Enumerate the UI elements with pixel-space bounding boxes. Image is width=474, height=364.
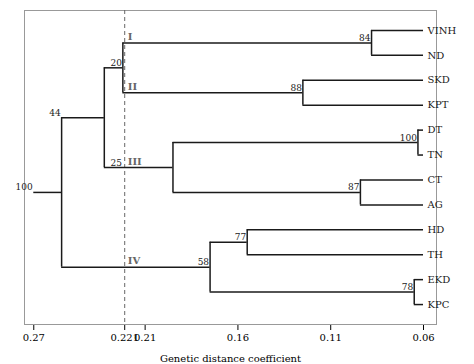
svg-text:0.06: 0.06 xyxy=(412,332,434,343)
svg-text:44: 44 xyxy=(49,108,61,118)
svg-text:58: 58 xyxy=(198,257,210,267)
svg-text:EKD: EKD xyxy=(428,274,451,285)
svg-text:77: 77 xyxy=(235,232,247,242)
svg-text:0.11: 0.11 xyxy=(320,332,342,343)
svg-text:78: 78 xyxy=(402,282,414,292)
svg-text:AG: AG xyxy=(427,199,443,210)
svg-text:0.16: 0.16 xyxy=(227,332,249,343)
svg-text:25: 25 xyxy=(110,158,122,168)
svg-text:100: 100 xyxy=(16,182,33,192)
svg-text:0.21: 0.21 xyxy=(134,332,156,343)
svg-text:KPT: KPT xyxy=(428,99,449,110)
svg-text:Genetic distance coefficient: Genetic distance coefficient xyxy=(160,353,301,364)
svg-text:88: 88 xyxy=(290,83,302,93)
svg-text:CT: CT xyxy=(428,174,443,185)
svg-text:87: 87 xyxy=(348,182,360,192)
svg-text:0.221: 0.221 xyxy=(110,331,139,343)
svg-text:I: I xyxy=(128,31,133,42)
svg-text:100: 100 xyxy=(400,133,417,143)
svg-text:HD: HD xyxy=(428,224,445,235)
svg-text:KPC: KPC xyxy=(428,299,450,310)
svg-text:DT: DT xyxy=(428,124,443,135)
svg-text:III: III xyxy=(128,156,142,167)
svg-text:VINH: VINH xyxy=(427,25,457,36)
svg-text:TN: TN xyxy=(428,149,444,160)
svg-text:ND: ND xyxy=(428,50,445,61)
svg-text:II: II xyxy=(128,81,138,92)
svg-text:IV: IV xyxy=(128,255,141,266)
svg-text:0.27: 0.27 xyxy=(23,332,45,343)
svg-text:20: 20 xyxy=(110,58,122,68)
svg-text:84: 84 xyxy=(359,33,371,43)
svg-text:SKD: SKD xyxy=(428,74,450,85)
svg-text:TH: TH xyxy=(428,249,444,260)
